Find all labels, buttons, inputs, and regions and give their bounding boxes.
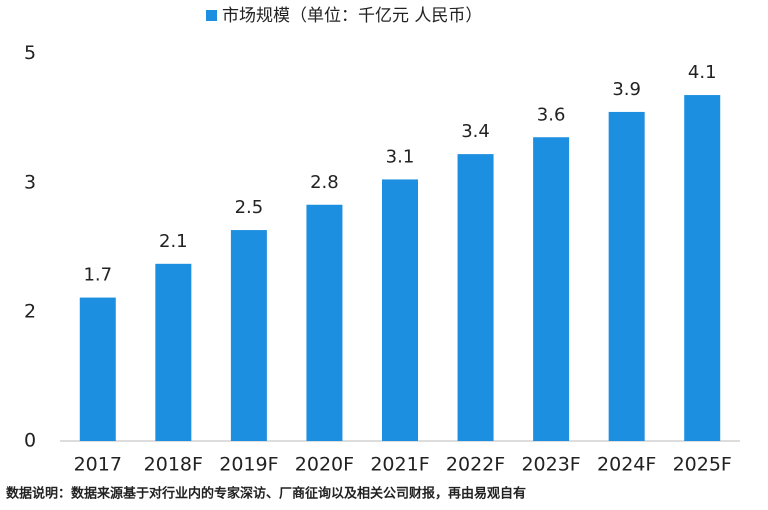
data-label: 2.1 — [159, 231, 188, 252]
x-tick-label: 2025F — [673, 454, 732, 476]
y-tick-label: 3 — [24, 171, 36, 193]
bar — [382, 179, 418, 441]
data-label: 3.4 — [461, 121, 490, 142]
bar — [684, 95, 721, 441]
data-label: 2.5 — [235, 197, 264, 218]
y-tick-label: 5 — [24, 42, 36, 64]
data-label: 2.8 — [310, 172, 339, 193]
x-tick-label: 2017 — [74, 454, 122, 476]
x-tick-label: 2023F — [521, 454, 580, 476]
bar — [457, 154, 494, 441]
data-label: 3.9 — [612, 79, 641, 100]
x-tick-label: 2021F — [370, 454, 429, 476]
x-tick-label: 2018F — [144, 454, 203, 476]
x-tick-label: 2020F — [295, 454, 354, 476]
x-tick-label: 2022F — [446, 454, 505, 476]
bar — [155, 263, 192, 441]
data-label: 3.6 — [537, 104, 566, 125]
legend-label: 市场规模（单位：千亿元 人民币） — [222, 6, 482, 26]
bar — [79, 297, 116, 441]
y-tick-label: 2 — [24, 300, 36, 322]
data-label: 4.1 — [688, 62, 717, 83]
bar — [230, 230, 267, 441]
x-tick-label: 2024F — [597, 454, 656, 476]
legend-swatch — [206, 10, 217, 21]
x-tick-label: 2019F — [219, 454, 278, 476]
footnote: 数据说明：数据来源基于对行业内的专家深访、厂商征询以及相关公司财报，再由易观自有 — [6, 486, 526, 502]
bar — [306, 204, 343, 441]
data-label: 1.7 — [83, 265, 112, 286]
y-tick-label: 0 — [24, 430, 36, 452]
data-label: 3.1 — [386, 146, 415, 167]
bar — [533, 137, 570, 441]
bar — [608, 111, 645, 441]
